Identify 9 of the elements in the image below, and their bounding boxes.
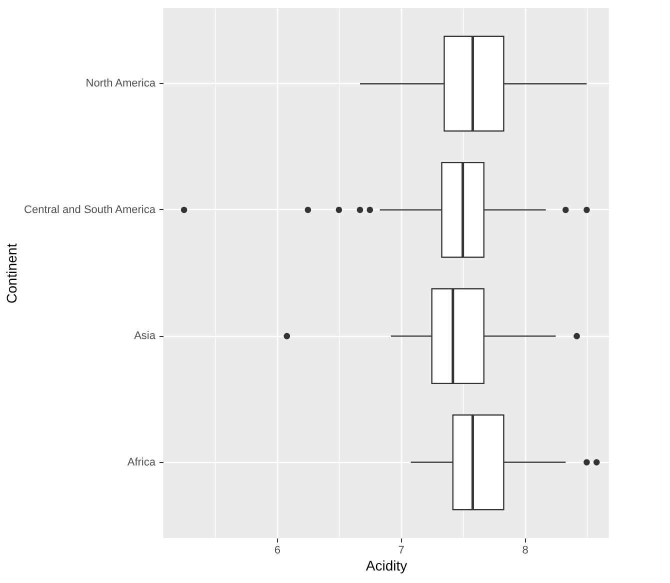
y-tick-label: Africa [127, 456, 156, 468]
x-tick-label: 7 [398, 544, 404, 556]
y-axis-title: Continent [3, 243, 20, 304]
y-tick-label: North America [86, 78, 156, 90]
y-tick-label: Asia [134, 330, 156, 342]
x-tick-label: 8 [522, 544, 528, 556]
y-tick-label: Central and South America [24, 204, 156, 216]
x-tick-label: 6 [274, 544, 281, 556]
x-axis-title: Acidity [366, 558, 408, 574]
